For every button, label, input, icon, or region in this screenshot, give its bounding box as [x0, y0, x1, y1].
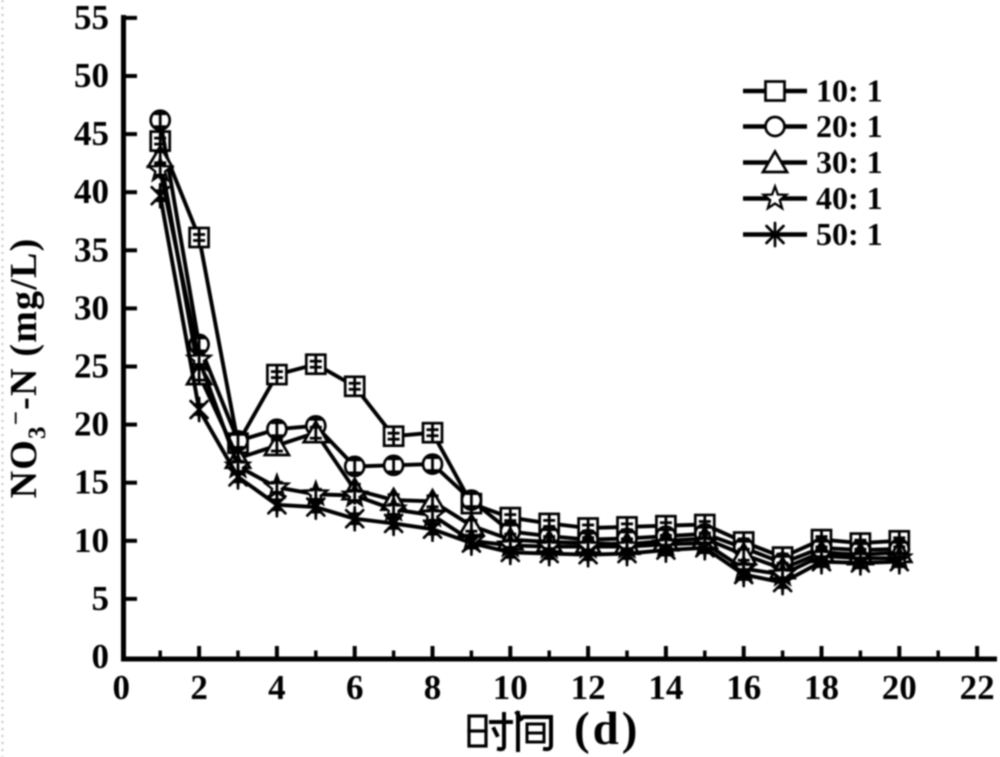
svg-text:10: 10 [74, 521, 109, 560]
svg-text:18: 18 [804, 668, 839, 707]
svg-text:10: 1: 10: 1 [816, 73, 883, 109]
svg-text:55: 55 [74, 0, 109, 37]
svg-text:50: 50 [74, 56, 109, 95]
svg-text:2: 2 [190, 668, 208, 707]
svg-text:0: 0 [92, 637, 110, 676]
svg-text:0: 0 [113, 668, 131, 707]
svg-text:8: 8 [424, 668, 442, 707]
svg-text:12: 12 [571, 668, 606, 707]
svg-text:20: 1: 20: 1 [816, 108, 883, 144]
svg-text:10: 10 [493, 668, 528, 707]
svg-text:20: 20 [74, 405, 109, 444]
svg-text:40: 1: 40: 1 [816, 180, 883, 216]
svg-text:5: 5 [92, 579, 110, 618]
svg-text:(d): (d) [574, 703, 640, 755]
svg-text:16: 16 [726, 668, 761, 707]
svg-text:14: 14 [648, 668, 683, 707]
svg-text:40: 40 [74, 172, 109, 211]
svg-text:22: 22 [960, 668, 995, 707]
svg-text:50: 1: 50: 1 [816, 216, 883, 252]
svg-text:25: 25 [74, 347, 109, 386]
svg-text:35: 35 [74, 230, 109, 269]
svg-text:30: 30 [74, 288, 109, 327]
svg-text:4: 4 [268, 668, 286, 707]
svg-text:6: 6 [346, 668, 364, 707]
svg-text:45: 45 [74, 114, 109, 153]
svg-text:NO3−-N (mg/L): NO3−-N (mg/L) [3, 238, 51, 499]
svg-text:15: 15 [74, 463, 109, 502]
svg-text:30: 1: 30: 1 [816, 144, 883, 180]
svg-text:20: 20 [882, 668, 917, 707]
